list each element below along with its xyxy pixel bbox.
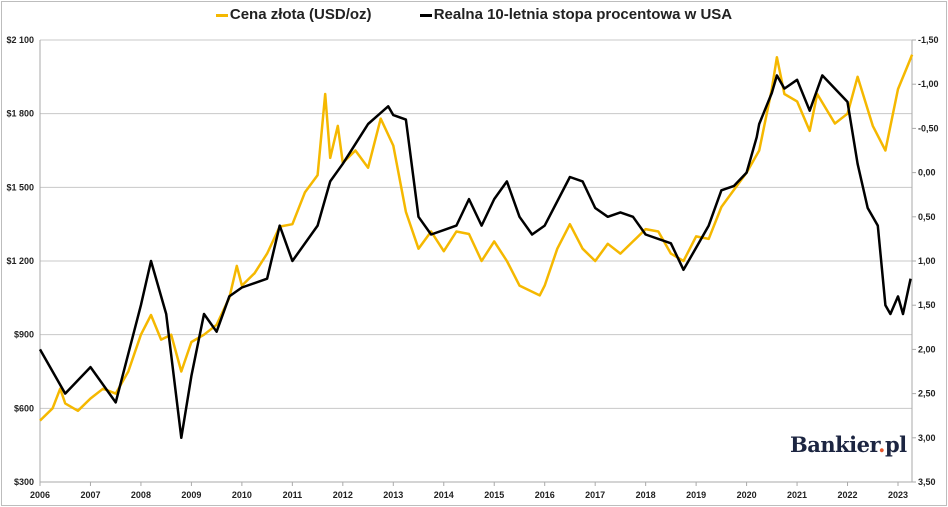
x-tick-label: 2010 xyxy=(232,490,252,500)
y-right-tick-label: 3,50 xyxy=(918,477,936,487)
y-left-tick-label: $900 xyxy=(14,330,34,340)
x-tick-label: 2008 xyxy=(131,490,151,500)
x-tick-label: 2017 xyxy=(585,490,605,500)
y-right-tick-label: 2,00 xyxy=(918,344,936,354)
y-right-tick-label: 0,00 xyxy=(918,168,936,178)
legend-swatch-gold xyxy=(215,13,228,17)
gold-price-line xyxy=(39,54,914,422)
legend: Cena złota (USD/oz) Realna 10-letnia sto… xyxy=(0,6,948,23)
y-right-tick-label: 1,50 xyxy=(918,300,936,310)
y-right-tick-label: 2,50 xyxy=(918,389,936,399)
y-left-tick-label: $1 200 xyxy=(6,256,34,266)
y-right-tick-label: 0,50 xyxy=(918,212,936,222)
x-tick-label: 2009 xyxy=(181,490,201,500)
legend-swatch-real-rate xyxy=(419,13,432,17)
y-left-tick-label: $1 800 xyxy=(6,109,34,119)
y-left-tick-label: $600 xyxy=(14,403,34,413)
x-tick-label: 2014 xyxy=(434,490,454,500)
legend-item-real-rate: Realna 10-letnia stopa procentowa w USA xyxy=(419,6,733,23)
legend-item-gold: Cena złota (USD/oz) xyxy=(215,6,372,23)
y-right-tick-label: -1,50 xyxy=(918,35,939,45)
x-tick-label: 2006 xyxy=(30,490,50,500)
logo-main: Bankier xyxy=(790,432,879,457)
y-right-tick-label: -0,50 xyxy=(918,123,939,133)
y-left-tick-label: $1 500 xyxy=(6,182,34,192)
x-tick-label: 2023 xyxy=(888,490,908,500)
x-tick-label: 2013 xyxy=(383,490,403,500)
x-tick-label: 2020 xyxy=(737,490,757,500)
y-right-tick-label: 3,00 xyxy=(918,433,936,443)
x-tick-label: 2021 xyxy=(787,490,807,500)
x-tick-label: 2012 xyxy=(333,490,353,500)
legend-label-real-rate: Realna 10-letnia stopa procentowa w USA xyxy=(433,6,733,23)
x-tick-label: 2019 xyxy=(686,490,706,500)
bankier-logo: Bankier.pl xyxy=(790,432,907,457)
y-left-tick-label: $300 xyxy=(14,477,34,487)
x-tick-label: 2015 xyxy=(484,490,504,500)
legend-label-gold: Cena złota (USD/oz) xyxy=(229,6,372,23)
y-right-tick-label: 1,00 xyxy=(918,256,936,266)
logo-suffix: pl xyxy=(884,432,907,457)
y-left-tick-label: $2 100 xyxy=(6,35,34,45)
x-tick-label: 2018 xyxy=(636,490,656,500)
logo-dot: . xyxy=(878,432,885,457)
y-right-tick-label: -1,00 xyxy=(918,79,939,89)
real-rate-line xyxy=(38,74,912,440)
x-tick-label: 2016 xyxy=(535,490,555,500)
x-tick-label: 2007 xyxy=(80,490,100,500)
x-tick-label: 2011 xyxy=(283,490,303,500)
x-tick-label: 2022 xyxy=(838,490,858,500)
